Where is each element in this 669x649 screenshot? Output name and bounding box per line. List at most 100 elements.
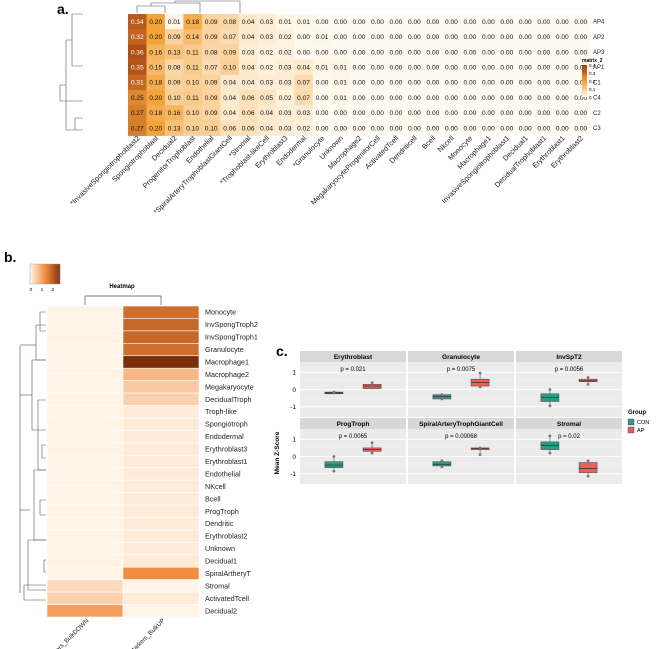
heatmap-a-value: 0.00 <box>574 49 587 56</box>
heatmap-a-value: 0.10 <box>186 80 199 87</box>
heatmap-a-value: 0.00 <box>500 34 513 41</box>
heatmap-a-cell <box>497 105 517 121</box>
heatmap-a-value: 0.03 <box>242 49 255 56</box>
heatmap-a-value: 0.00 <box>334 34 347 41</box>
heatmap-a-cell <box>220 59 240 76</box>
heatmap-a-value: 0.36 <box>131 49 144 56</box>
heatmap-a-cell <box>275 105 295 121</box>
heatmap-a-value: 0.00 <box>390 19 403 26</box>
heatmap-a-cell <box>238 59 258 76</box>
heatmap-a-cell <box>516 29 535 45</box>
heatmap-a-cell <box>516 120 535 136</box>
y-tick-label: -1 <box>290 471 296 478</box>
legend-b-swatch <box>58 264 61 284</box>
heatmap-a-value: 0.00 <box>371 95 384 102</box>
heatmap-a-cell <box>479 14 498 30</box>
heatmap-b-cells: Heatmap Monocyte InvSpongTroph2 InvSpongTro… <box>45 284 258 649</box>
legend-a-swatch <box>582 84 587 86</box>
heatmap-a-value: 0.05 <box>260 95 273 102</box>
heatmap-a-value: 0.00 <box>445 49 458 56</box>
facet-title: Erythroblast <box>334 354 373 361</box>
legend-a-swatch <box>582 66 587 69</box>
data-point <box>332 455 336 458</box>
heatmap-a-cell <box>405 14 424 30</box>
heatmap-b-row-label: Erythroblast3 <box>205 445 247 454</box>
heatmap-a-value: 0.00 <box>537 110 550 117</box>
heatmap-b-cell <box>122 330 200 344</box>
legend-b-tick: 0 <box>30 287 33 293</box>
heatmap-a-value: 0.13 <box>168 49 181 56</box>
heatmap-a-value: 0.00 <box>371 49 384 56</box>
legend-b-frame <box>29 263 61 285</box>
legend-b-swatch <box>43 264 46 284</box>
heatmap-a-cell <box>386 105 406 121</box>
heatmap-b-row-label: NKcell <box>205 482 226 491</box>
heatmap-a-value: 0.34 <box>131 19 144 26</box>
heatmap-a-cell <box>238 44 258 60</box>
data-point <box>586 382 590 386</box>
heatmap-a-value: 0.09 <box>205 80 218 87</box>
heatmap-a-value: 0.00 <box>537 65 550 72</box>
heatmap-a-cell <box>128 74 147 91</box>
dendrogram-branch <box>27 539 46 591</box>
legend-b-swatch <box>32 264 34 284</box>
heatmap-a-value: 0.01 <box>297 19 310 26</box>
heatmap-a-value: 0.00 <box>519 110 532 117</box>
heatmap-b-cell <box>122 554 200 568</box>
heatmap-b-row-label: SpiralArtheryT <box>205 569 252 578</box>
legend-a-tick: 0.3 <box>589 71 596 76</box>
heatmap-a-value: 0.00 <box>390 95 403 102</box>
heatmap-a-value: 0.00 <box>371 110 384 117</box>
heatmap-a-value: 0.00 <box>556 125 569 132</box>
heatmap-a-cell <box>571 44 591 60</box>
legend-a-swatch <box>582 79 587 82</box>
heatmap-a-value: 0.00 <box>445 95 458 102</box>
heatmap-a-value: 0.09 <box>168 34 181 41</box>
legend-c-swatch <box>627 418 635 426</box>
heatmap-a-cell <box>423 74 443 91</box>
data-point <box>586 376 590 379</box>
heatmap-a-value: 0.20 <box>149 34 162 41</box>
heatmap-a-value: 0.00 <box>353 34 366 41</box>
heatmap-a-cell <box>257 74 277 91</box>
heatmap-a-value: 0.02 <box>279 49 292 56</box>
heatmap-a-cell <box>349 105 369 121</box>
legend-a-swatch <box>582 85 587 88</box>
heatmap-a-cell <box>294 120 314 136</box>
heatmap-a-value: 0.00 <box>353 19 366 26</box>
heatmap-a-value: 0.07 <box>205 65 218 72</box>
heatmap-b-cell <box>46 566 124 580</box>
heatmap-a-cell <box>497 59 517 76</box>
heatmap-a-value: 0.00 <box>482 110 495 117</box>
y-tick-label: 0 <box>292 387 296 394</box>
heatmap-a-cell <box>312 74 332 91</box>
heatmap-a-value: 0.00 <box>426 110 439 117</box>
heatmap-b-row-label: Endodermal <box>205 432 244 441</box>
heatmap-a-row-label: AP4 <box>593 20 605 26</box>
heatmap-b-cell <box>122 504 200 518</box>
heatmap-a-value: 0.10 <box>186 110 199 117</box>
heatmap-a-value: 0.00 <box>334 49 347 56</box>
dendrogram-branch <box>71 13 83 67</box>
heatmap-a-value: 0.04 <box>223 110 236 117</box>
heatmap-a-cell <box>386 74 406 91</box>
heatmap-a-value: 0.00 <box>574 110 587 117</box>
data-point <box>332 469 336 473</box>
heatmap-a-value: 0.06 <box>242 125 255 132</box>
heatmap-a-value: 0.09 <box>205 110 218 117</box>
heatmap-a-value: 0.00 <box>390 65 403 72</box>
heatmap-a-value: 0.20 <box>149 95 162 102</box>
heatmap-a-value: 0.01 <box>168 19 181 26</box>
heatmap-b-row-label: Monocyte <box>205 308 236 317</box>
heatmap-a-value: 0.06 <box>223 125 236 132</box>
heatmap-a-value: 0.00 <box>316 80 329 87</box>
heatmap-a-value: 0.08 <box>168 65 181 72</box>
legend-a-swatch <box>582 77 587 80</box>
heatmap-a-value: 0.00 <box>556 80 569 87</box>
heatmap-a-cell <box>201 44 221 60</box>
heatmap-a-cell <box>405 105 424 121</box>
data-point <box>478 385 482 389</box>
heatmap-a-cell <box>183 74 203 91</box>
heatmap-a-value: 0.03 <box>297 110 310 117</box>
heatmap-b-cell <box>46 430 124 444</box>
